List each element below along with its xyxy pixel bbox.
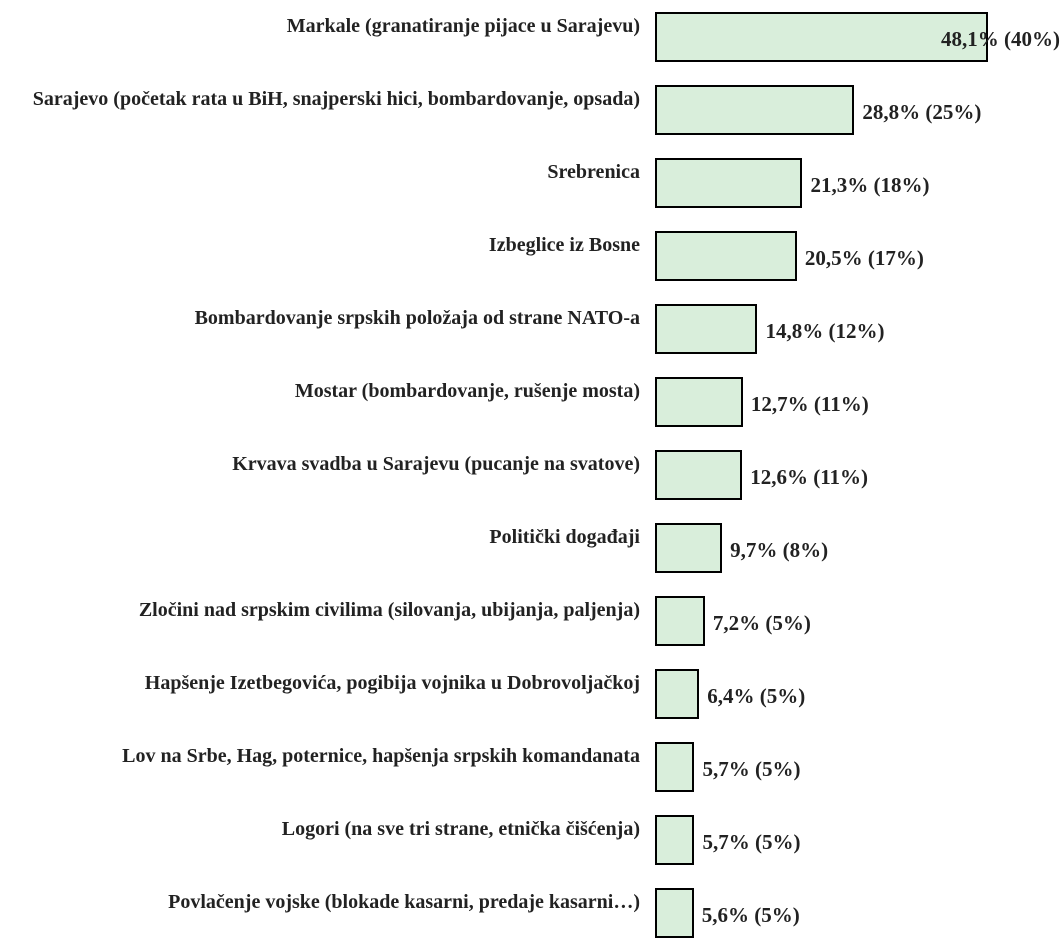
bar <box>655 231 797 281</box>
value-label: 48,1% (40%) <box>941 27 1060 51</box>
value-label: 28,8% (25%) <box>862 100 982 124</box>
bar <box>655 377 743 427</box>
bar <box>655 12 988 62</box>
value-label: 7,2% (5%) <box>712 611 811 635</box>
category-label: Hapšenje Izetbegovića, pogibija vojnika … <box>144 672 640 694</box>
category-label: Logori (na sve tri strane, etnička čišće… <box>281 818 640 840</box>
value-label: 20,5% (17%) <box>804 246 924 270</box>
bar <box>655 158 803 208</box>
bar <box>655 888 694 938</box>
value-label: 12,6% (11%) <box>750 465 869 489</box>
category-label: Povlačenje vojske (blokade kasarni, pred… <box>168 891 640 913</box>
bar <box>655 742 695 792</box>
value-label: 21,3% (18%) <box>810 173 930 197</box>
bar <box>655 304 758 354</box>
bar <box>655 85 855 135</box>
value-label: 6,4% (5%) <box>707 684 806 708</box>
category-label: Srebrenica <box>547 161 640 183</box>
value-label: 5,7% (5%) <box>702 830 801 854</box>
value-label: 12,7% (11%) <box>750 392 869 416</box>
value-label: 5,7% (5%) <box>702 757 801 781</box>
bar <box>655 596 705 646</box>
bar <box>655 523 723 573</box>
value-label: 14,8% (12%) <box>765 319 885 343</box>
bar <box>655 669 700 719</box>
value-label: 5,6% (5%) <box>701 903 800 927</box>
category-label: Zločini nad srpskim civilima (silovanja,… <box>138 599 640 621</box>
category-label: Politički događaji <box>489 526 640 548</box>
category-label: Krvava svadba u Sarajevu (pucanje na sva… <box>232 453 640 475</box>
category-label: Mostar (bombardovanje, rušenje mosta) <box>294 380 640 402</box>
category-label: Sarajevo (početak rata u BiH, snajperski… <box>32 88 640 110</box>
bar <box>655 815 695 865</box>
category-label: Lov na Srbe, Hag, poternice, hapšenja sr… <box>122 745 640 767</box>
value-label: 9,7% (8%) <box>730 538 829 562</box>
category-label: Izbeglice iz Bosne <box>488 234 640 256</box>
category-label: Markale (granatiranje pijace u Sarajevu) <box>286 15 640 37</box>
bar <box>655 450 743 500</box>
category-label: Bombardovanje srpskih položaja od strane… <box>194 307 640 329</box>
